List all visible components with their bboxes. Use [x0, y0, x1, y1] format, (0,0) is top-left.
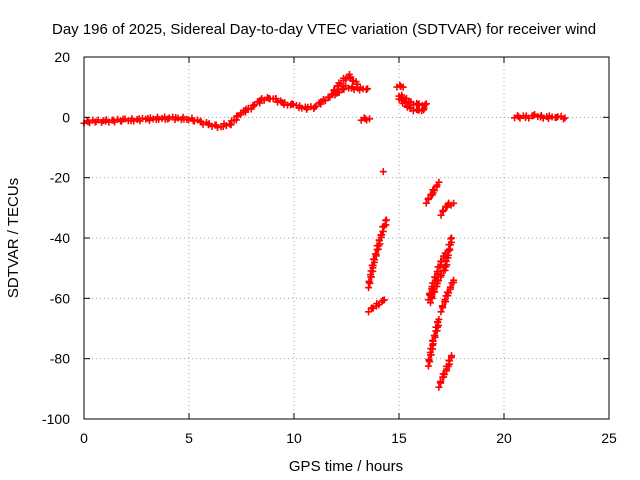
chart-title: Day 196 of 2025, Sidereal Day-to-day VTE… [52, 21, 596, 38]
grid-lines [84, 57, 609, 419]
data-point [364, 85, 371, 93]
data-point [165, 114, 173, 122]
y-axis-label: SDTVAR / TECUs [5, 178, 22, 298]
data-point [444, 289, 452, 297]
y-tick-label: -80 [50, 351, 70, 367]
data-point [448, 352, 455, 360]
data-point [340, 85, 348, 93]
data-point [429, 337, 437, 345]
x-tick-label: 0 [80, 430, 88, 446]
data-point [362, 86, 370, 94]
data-point [422, 199, 430, 207]
data-point [331, 86, 339, 94]
x-tick-label: 10 [286, 430, 302, 446]
data-point [365, 277, 373, 285]
data-point [420, 104, 428, 112]
data-point [530, 112, 538, 120]
x-tick-label: 25 [601, 430, 617, 446]
axis-ticks [83, 56, 610, 420]
data-point [353, 80, 361, 88]
data-point [435, 383, 443, 391]
data-point [422, 100, 430, 108]
data-point [430, 187, 438, 195]
data-point [440, 370, 448, 378]
data-point [450, 199, 458, 207]
data-point [428, 292, 436, 300]
data-point [379, 168, 387, 176]
data-point [437, 378, 445, 386]
y-tick-label: -60 [50, 290, 70, 306]
data-point [155, 115, 163, 123]
data-point [382, 216, 390, 224]
data-points [80, 70, 569, 391]
y-tick-label: 20 [54, 49, 70, 65]
data-point [443, 251, 451, 259]
data-point [439, 302, 447, 310]
data-point [415, 100, 423, 108]
data-point [311, 103, 319, 111]
data-point [372, 250, 380, 258]
x-tick-label: 20 [496, 430, 512, 446]
x-axis-label: GPS time / hours [289, 458, 403, 475]
data-point [446, 283, 454, 291]
y-tick-label: -20 [50, 170, 70, 186]
data-point [430, 331, 438, 339]
data-point [347, 73, 355, 81]
data-point [369, 262, 377, 270]
data-point [448, 234, 455, 242]
data-point [437, 271, 445, 279]
data-point [401, 98, 409, 106]
data-point [399, 83, 407, 91]
data-point [435, 315, 443, 323]
data-point [370, 256, 378, 264]
data-point [437, 211, 445, 219]
x-tick-label: 5 [185, 430, 193, 446]
data-point [450, 276, 458, 284]
y-tick-label: 0 [62, 109, 70, 125]
data-point [435, 277, 443, 285]
data-point [437, 308, 445, 316]
data-point [366, 115, 374, 123]
data-point [421, 101, 429, 109]
data-point [439, 206, 447, 214]
data-point [427, 299, 434, 307]
data-point [380, 296, 388, 304]
data-point [328, 91, 336, 99]
data-point [559, 115, 567, 123]
data-point [441, 296, 449, 304]
data-point [174, 114, 182, 122]
data-point [435, 178, 443, 186]
data-point [561, 114, 569, 122]
data-point [298, 104, 306, 112]
data-point [425, 194, 433, 202]
y-tick-labels: -100 -80 -60 -40 -20 0 20 [42, 49, 70, 427]
x-tick-labels: 0 5 10 15 20 25 [80, 430, 617, 446]
data-point [425, 356, 433, 364]
data-point [272, 95, 280, 103]
data-point [250, 102, 258, 110]
plot-frame [83, 56, 610, 420]
x-tick-label: 15 [391, 430, 407, 446]
data-point [377, 231, 385, 239]
y-tick-label: -100 [42, 411, 70, 427]
data-point [130, 117, 138, 125]
data-point [84, 118, 92, 126]
y-tick-label: -40 [50, 230, 70, 246]
data-point [289, 100, 297, 108]
data-point [514, 113, 522, 121]
